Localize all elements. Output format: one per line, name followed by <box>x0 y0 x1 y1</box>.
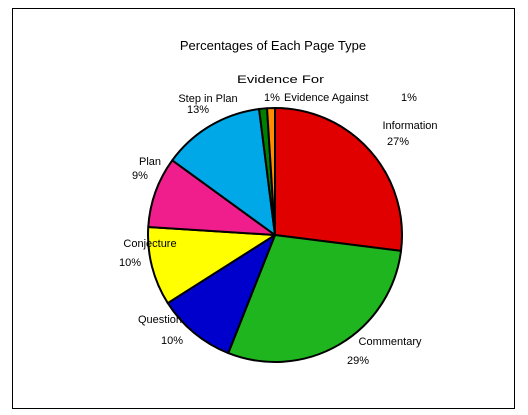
slice-value-information: 27% <box>387 136 409 148</box>
slice-name-step-in-plan: Step in Plan <box>178 93 237 105</box>
slice-value-plan: 9% <box>132 170 148 182</box>
slice-value-evidence-for: 1% <box>264 92 280 104</box>
slice-name-information: Information <box>382 120 437 132</box>
slice-value-step-in-plan: 13% <box>187 104 209 116</box>
slice-name-evidence-against: Evidence Against <box>284 92 368 104</box>
pie-slice-step-in-plan <box>171 108 276 236</box>
pie-slice-commentary <box>227 234 402 363</box>
pie-slice-information <box>274 107 403 252</box>
chart-title: Percentages of Each Page Type <box>180 38 366 53</box>
slice-name-plan: Plan <box>139 156 161 168</box>
chart-border <box>12 8 515 409</box>
slice-name-commentary: Commentary <box>359 336 422 348</box>
slice-name-question: Question <box>138 314 182 326</box>
slice-name-evidence-for: Evidence For <box>237 74 324 86</box>
pie-slice-question <box>166 234 276 355</box>
slice-value-evidence-against: 1% <box>401 92 417 104</box>
slice-value-question: 10% <box>161 335 183 347</box>
pie-slice-conjecture <box>147 226 276 305</box>
pie-slices <box>147 106 403 363</box>
pie-slice-evidence-against <box>266 106 276 236</box>
slice-value-conjecture: 10% <box>119 257 141 269</box>
slice-name-conjecture: Conjecture <box>123 238 176 250</box>
slice-value-commentary: 29% <box>347 355 369 367</box>
